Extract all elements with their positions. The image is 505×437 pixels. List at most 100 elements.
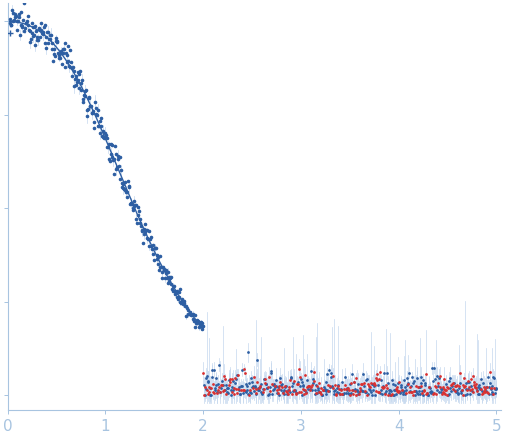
Point: [104, 143, 112, 150]
Point: [162, 266, 170, 273]
Point: [312, 389, 320, 396]
Point: [397, 383, 406, 390]
Point: [73, 79, 81, 86]
Point: [11, 11, 19, 18]
Point: [211, 385, 219, 392]
Point: [164, 268, 172, 275]
Point: [456, 380, 464, 387]
Point: [328, 383, 336, 390]
Point: [371, 382, 379, 389]
Point: [381, 391, 389, 398]
Point: [271, 384, 279, 391]
Point: [212, 382, 220, 388]
Point: [192, 319, 200, 326]
Point: [42, 33, 50, 40]
Point: [476, 385, 484, 392]
Point: [317, 391, 325, 398]
Point: [99, 128, 107, 135]
Point: [166, 275, 174, 282]
Point: [299, 385, 307, 392]
Point: [345, 391, 353, 398]
Point: [159, 264, 167, 271]
Point: [288, 390, 296, 397]
Point: [173, 288, 181, 295]
Point: [31, 42, 39, 49]
Point: [223, 388, 231, 395]
Point: [213, 388, 221, 395]
Point: [387, 390, 395, 397]
Point: [337, 386, 345, 393]
Point: [66, 46, 74, 53]
Point: [52, 38, 60, 45]
Point: [464, 385, 472, 392]
Point: [297, 391, 306, 398]
Point: [418, 380, 426, 387]
Point: [459, 391, 467, 398]
Point: [316, 389, 324, 396]
Point: [248, 378, 256, 385]
Point: [238, 382, 246, 389]
Point: [76, 68, 84, 75]
Point: [220, 373, 228, 380]
Point: [109, 156, 117, 163]
Point: [306, 383, 314, 390]
Point: [414, 384, 422, 391]
Point: [454, 389, 462, 396]
Point: [375, 375, 383, 382]
Point: [145, 228, 153, 235]
Point: [225, 382, 233, 388]
Point: [489, 391, 497, 398]
Point: [31, 23, 39, 30]
Point: [252, 389, 260, 396]
Point: [442, 380, 450, 387]
Point: [34, 36, 42, 43]
Point: [333, 385, 341, 392]
Point: [133, 219, 141, 226]
Point: [324, 381, 332, 388]
Point: [414, 390, 422, 397]
Point: [365, 385, 373, 392]
Point: [239, 387, 247, 394]
Point: [311, 390, 319, 397]
Point: [322, 391, 330, 398]
Point: [400, 377, 408, 384]
Point: [278, 383, 286, 390]
Point: [434, 380, 442, 387]
Point: [359, 388, 367, 395]
Point: [72, 81, 80, 88]
Point: [137, 222, 145, 229]
Point: [98, 132, 106, 139]
Point: [205, 389, 213, 396]
Point: [478, 388, 486, 395]
Point: [488, 389, 496, 396]
Point: [224, 389, 232, 396]
Point: [330, 387, 338, 394]
Point: [468, 386, 476, 393]
Point: [96, 129, 104, 136]
Point: [212, 375, 220, 382]
Point: [474, 391, 482, 398]
Point: [56, 55, 64, 62]
Point: [420, 388, 428, 395]
Point: [425, 383, 433, 390]
Point: [428, 388, 436, 395]
Point: [82, 87, 90, 94]
Point: [121, 187, 129, 194]
Point: [278, 380, 286, 387]
Point: [248, 382, 257, 389]
Point: [435, 375, 443, 382]
Point: [244, 390, 252, 397]
Point: [93, 107, 102, 114]
Point: [393, 384, 401, 391]
Point: [263, 385, 271, 392]
Point: [57, 47, 65, 54]
Point: [215, 361, 223, 368]
Point: [251, 383, 259, 390]
Point: [68, 73, 76, 80]
Point: [420, 387, 428, 394]
Point: [191, 312, 199, 319]
Point: [211, 386, 219, 393]
Point: [103, 134, 111, 141]
Point: [296, 376, 305, 383]
Point: [424, 392, 432, 399]
